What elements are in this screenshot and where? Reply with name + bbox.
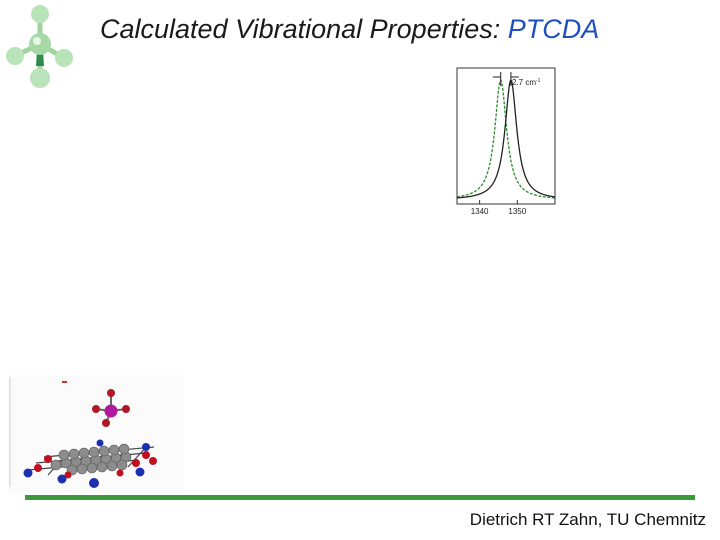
- title-highlight: PTCDA: [507, 14, 600, 44]
- x-tick-label: 1340: [471, 207, 489, 216]
- x-ticks: 1340 1350: [471, 200, 527, 216]
- series-line-black: [456, 78, 556, 199]
- title-prefix: Calculated Vibrational Properties:: [100, 14, 508, 44]
- footer-credit: Dietrich RT Zahn, TU Chemnitz: [469, 510, 706, 529]
- ptcda-adsorption-model: [8, 375, 184, 493]
- molecule-logo-icon: [0, 0, 80, 95]
- vibrational-spectrum-chart: 2.7 cm-1 1340 1350: [452, 62, 572, 224]
- x-tick-label: 1350: [508, 207, 526, 216]
- page-title: Calculated Vibrational Properties: PTCDA: [100, 14, 700, 45]
- splitting-annotation: 2.7 cm-1: [512, 78, 541, 87]
- series-line-green: [456, 79, 556, 199]
- footer-divider: [25, 495, 695, 500]
- splitting-marker: [492, 72, 519, 86]
- spectrum-svg: 2.7 cm-1 1340 1350: [456, 67, 556, 216]
- plot-frame: [456, 67, 556, 205]
